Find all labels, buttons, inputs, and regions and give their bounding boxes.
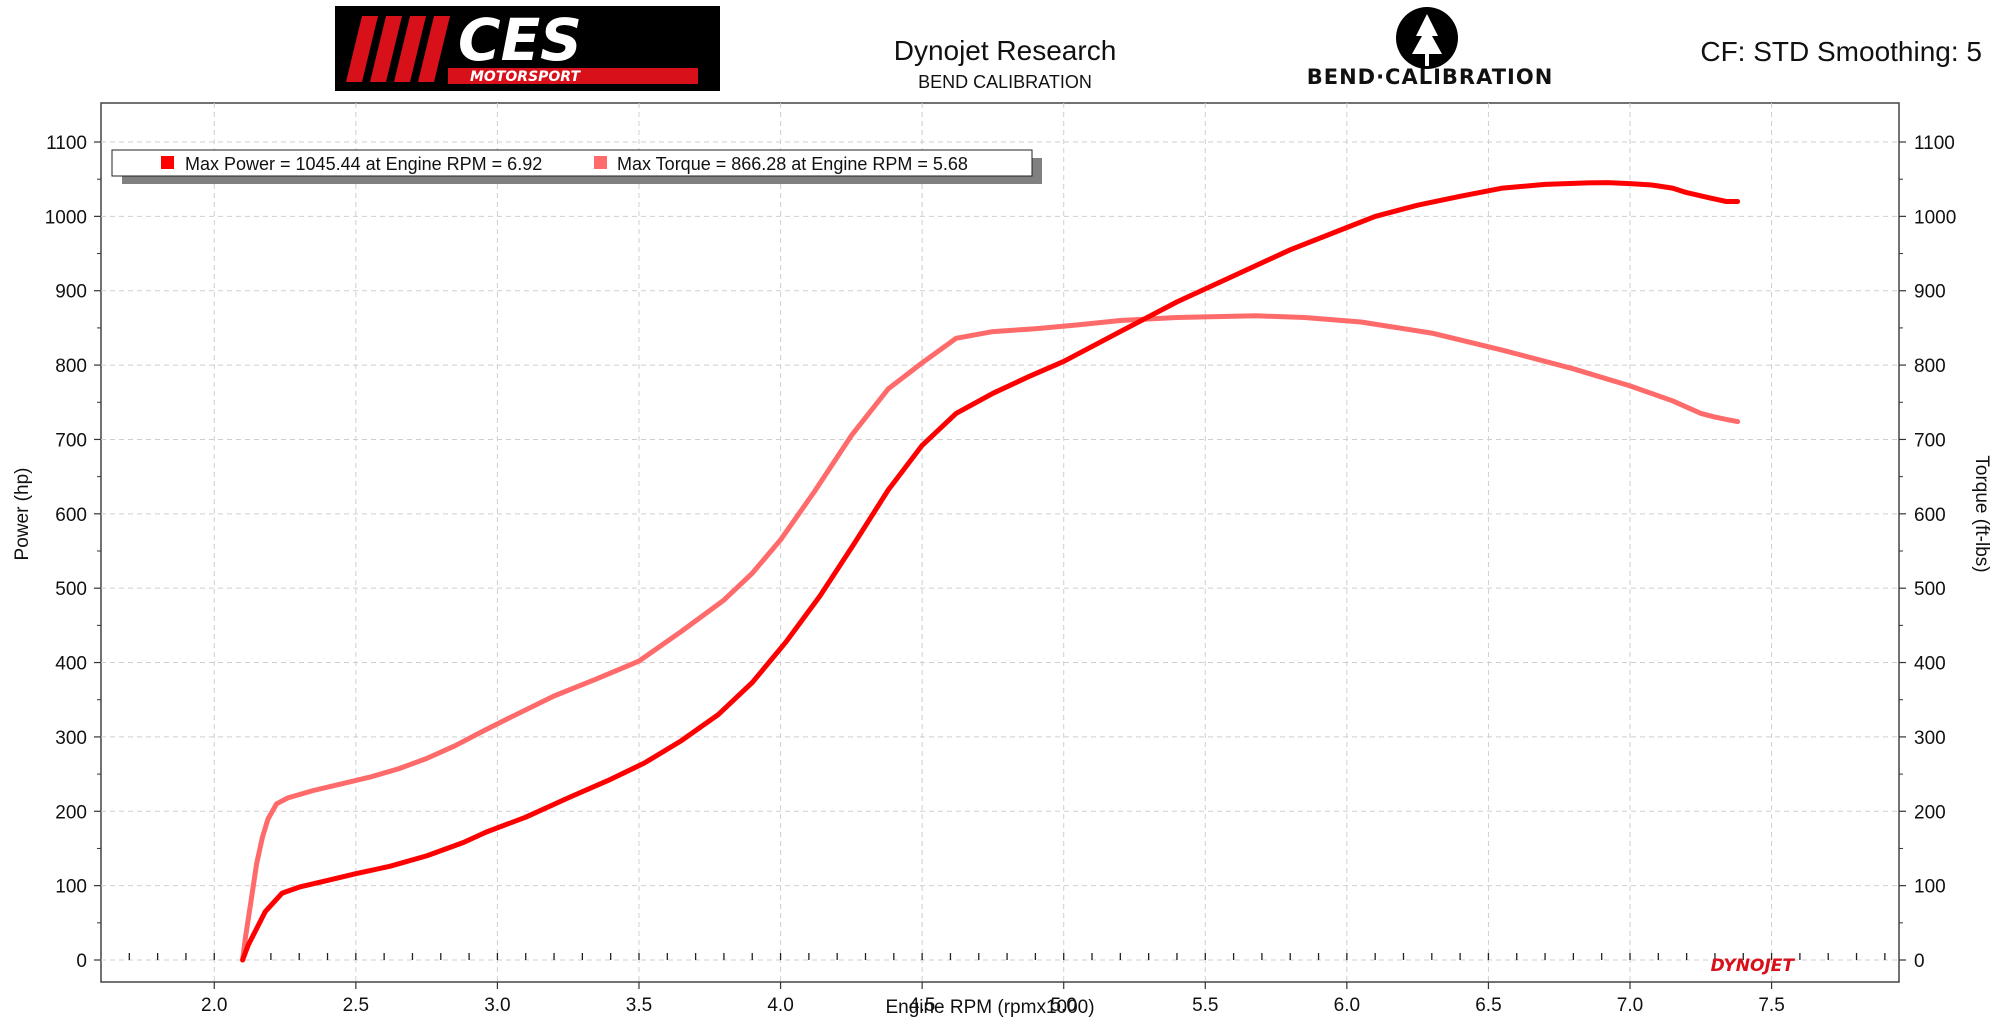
y2-tick-label: 400 xyxy=(1914,654,1946,675)
y-tick-label: 600 xyxy=(55,505,87,526)
x-tick-label: 2.0 xyxy=(201,995,227,1016)
y2-tick-label: 0 xyxy=(1914,951,1925,972)
x-tick-label: 6.5 xyxy=(1475,995,1501,1016)
grid-lines xyxy=(101,103,1899,982)
y-tick-label: 700 xyxy=(55,430,87,451)
y-tick-label: 0 xyxy=(76,951,87,972)
chart-legend: Max Power = 1045.44 at Engine RPM = 6.92… xyxy=(111,149,1042,184)
y-tick-label: 800 xyxy=(55,356,87,377)
x-tick-label: 3.5 xyxy=(626,995,652,1016)
ces-logo-subtext: MOTORSPORT xyxy=(470,69,581,85)
y-tick-label: 100 xyxy=(55,877,87,898)
header-subtitle: BEND CALIBRATION xyxy=(918,72,1092,92)
y-tick-label: 1100 xyxy=(46,133,87,154)
y2-tick-label: 900 xyxy=(1914,282,1946,303)
x-tick-label: 4.5 xyxy=(909,995,935,1016)
x-tick-label: 3.0 xyxy=(484,995,510,1016)
x-axis-ticks: 2.0 2.5 3.0 3.5 4.0 4.5 5.0 5.5 6.0 6.5 7.0 7.5 xyxy=(128,953,1886,1016)
y-tick-label: 400 xyxy=(55,654,87,675)
torque-legend-swatch xyxy=(594,156,607,169)
y2-tick-label: 300 xyxy=(1914,728,1946,749)
y2-tick-label: 1000 xyxy=(1914,207,1956,228)
y2-tick-label: 500 xyxy=(1914,579,1946,600)
x-tick-label: 5.0 xyxy=(1050,995,1076,1016)
y2-tick-label: 600 xyxy=(1914,505,1946,526)
right-axis-ticks: 0 100 200 300 400 500 600 700 800 900 1000 1100 xyxy=(1899,133,1956,972)
bend-logo-text: BEND·CALIBRATION xyxy=(1307,65,1554,89)
x-tick-label: 7.5 xyxy=(1758,995,1784,1016)
power-series-line xyxy=(240,180,1741,963)
torque-series-line xyxy=(240,313,1741,963)
left-axis-ticks: 0 100 200 300 400 500 600 700 800 900 1000 1100 xyxy=(45,133,101,972)
y-tick-label: 1000 xyxy=(45,207,87,228)
torque-legend-label: Max Torque = 866.28 at Engine RPM = 5.68 xyxy=(617,154,968,174)
y-axis-title-right: Torque (ft-lbs) xyxy=(1971,455,1992,572)
y-axis-title-left: Power (hp) xyxy=(12,468,33,561)
power-legend-swatch xyxy=(161,156,174,169)
x-tick-label: 7.0 xyxy=(1617,995,1643,1016)
x-tick-label: 4.0 xyxy=(767,995,793,1016)
bend-calibration-logo: BEND·CALIBRATION xyxy=(1307,7,1554,89)
y2-tick-label: 800 xyxy=(1914,356,1946,377)
ces-motorsport-logo: CES MOTORSPORT xyxy=(335,6,720,91)
header-title: Dynojet Research xyxy=(894,35,1117,66)
header-settings: CF: STD Smoothing: 5 xyxy=(1700,36,1982,67)
ces-logo-text: CES xyxy=(458,6,582,74)
dynojet-logo: DYNOJET xyxy=(1711,956,1796,976)
y-tick-label: 200 xyxy=(55,802,87,823)
y2-tick-label: 100 xyxy=(1914,877,1946,898)
y2-tick-label: 700 xyxy=(1914,430,1946,451)
y-tick-label: 500 xyxy=(55,579,87,600)
x-axis-title: Engine RPM (rpmx1000) xyxy=(885,997,1094,1018)
y2-tick-label: 200 xyxy=(1914,802,1946,823)
y2-tick-label: 1100 xyxy=(1914,133,1955,154)
plot-area xyxy=(100,102,1900,983)
x-tick-label: 5.5 xyxy=(1192,995,1218,1016)
power-legend-label: Max Power = 1045.44 at Engine RPM = 6.92 xyxy=(185,154,542,174)
y-tick-label: 300 xyxy=(55,728,87,749)
y-tick-label: 900 xyxy=(55,282,87,303)
x-tick-label: 2.5 xyxy=(343,995,369,1016)
x-tick-label: 6.0 xyxy=(1334,995,1360,1016)
